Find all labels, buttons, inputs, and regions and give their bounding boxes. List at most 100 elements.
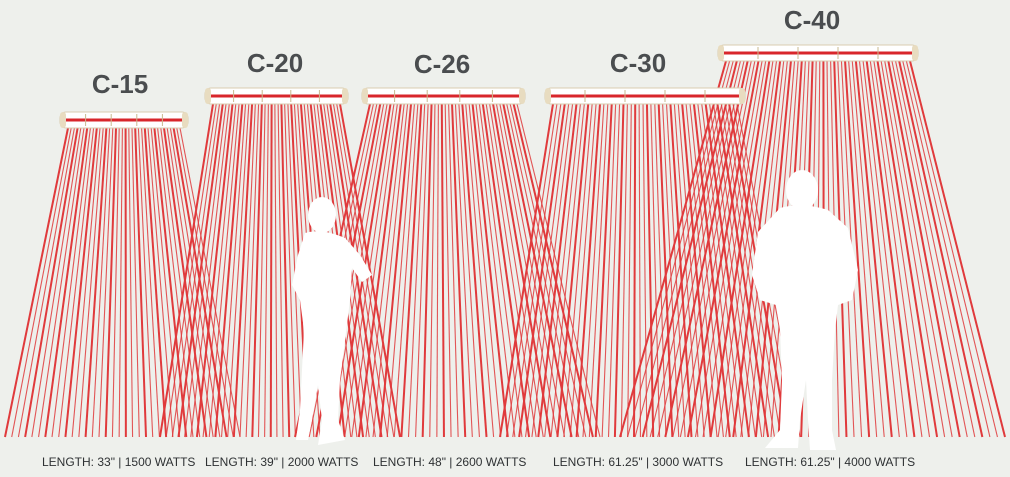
heat-ray <box>887 60 961 438</box>
heat-ray <box>702 60 767 438</box>
heat-ray <box>509 103 587 438</box>
heat-ray <box>717 60 774 438</box>
heat-ray <box>468 103 502 438</box>
heat-ray <box>131 127 140 438</box>
heat-ray <box>854 60 893 438</box>
heat-ray <box>202 103 237 438</box>
heat-ray <box>365 103 405 438</box>
heat-ray <box>51 127 91 438</box>
heat-ray <box>171 103 221 438</box>
heat-ray <box>898 60 984 438</box>
heat-ray <box>465 103 495 438</box>
heater: C-30 LENGTH: 61.25" | 3000 WATTS <box>544 48 746 469</box>
heat-ray <box>588 103 609 438</box>
heat-ray <box>251 103 263 438</box>
heat-ray <box>531 103 574 438</box>
heat-ray <box>694 60 763 438</box>
heat-ray <box>287 103 303 438</box>
heat-ray <box>518 103 566 438</box>
heat-ray <box>891 60 968 438</box>
heat-ray <box>280 103 291 438</box>
heat-ray <box>505 103 558 438</box>
heat-ray <box>692 103 731 438</box>
heat-rays <box>4 60 1006 438</box>
heat-ray <box>159 103 214 438</box>
heat-ray <box>245 103 260 438</box>
heat-ray <box>157 127 194 438</box>
heat-ray <box>544 103 581 438</box>
heat-ray <box>657 60 745 438</box>
heat-ray <box>71 127 101 438</box>
heat-ray <box>461 103 488 438</box>
heat-ray <box>160 127 201 438</box>
heat-ray <box>862 60 908 438</box>
heater-name: C-20 <box>247 48 303 78</box>
heaters: C-15 LENGTH: 33" | 1500 WATTS C-20 LENGTH: … <box>42 5 919 469</box>
heat-ray <box>421 103 433 438</box>
heat-ray <box>407 103 426 438</box>
tube-end <box>362 88 368 104</box>
heat-ray <box>214 103 244 438</box>
heat-ray <box>143 127 168 438</box>
heat-ray <box>454 103 473 438</box>
heat-ray <box>277 103 284 438</box>
tube-end <box>519 88 525 104</box>
heat-ray <box>627 103 632 438</box>
heat-ray <box>78 127 104 438</box>
heat-ray <box>851 60 885 438</box>
heat-ray <box>172 127 228 438</box>
heat-ray <box>372 103 409 438</box>
heat-ray <box>650 103 661 438</box>
heat-ray <box>613 103 625 438</box>
heat-ray <box>569 103 597 438</box>
tube-end <box>342 88 348 104</box>
heat-ray <box>594 103 613 438</box>
heat-ray <box>677 103 705 438</box>
heat-ray <box>393 103 419 438</box>
heat-ray <box>873 60 931 438</box>
heat-ray <box>485 103 537 438</box>
heat-ray <box>471 103 509 438</box>
heat-ray <box>607 103 621 438</box>
body <box>292 231 372 445</box>
heat-ray <box>415 103 429 438</box>
heat-ray <box>499 103 566 438</box>
heat-ray <box>638 103 641 438</box>
heat-ray <box>141 127 160 438</box>
heat-ray <box>179 127 241 438</box>
heat-ray <box>725 60 778 438</box>
head <box>308 197 336 233</box>
heat-ray <box>905 60 998 438</box>
heat-ray <box>150 127 181 438</box>
body <box>752 205 858 450</box>
heater-spec: LENGTH: 61.25" | 4000 WATTS <box>745 455 915 469</box>
heat-ray <box>582 103 605 438</box>
heat-ray <box>400 103 423 438</box>
heat-ray <box>444 103 452 438</box>
heat-ray <box>909 60 1006 438</box>
heat-ray <box>664 60 749 438</box>
heat-ray <box>153 127 188 438</box>
heat-ray <box>575 103 601 438</box>
heat-ray <box>379 103 413 438</box>
heat-ray <box>386 103 415 438</box>
heat-ray <box>697 103 737 438</box>
heat-ray <box>673 103 699 438</box>
heater-name: C-40 <box>784 5 840 35</box>
heat-ray <box>563 103 593 438</box>
heat-ray <box>357 103 402 438</box>
heat-ray <box>184 103 227 438</box>
heat-ray <box>84 127 108 438</box>
heat-ray <box>481 103 531 438</box>
heat-ray <box>24 127 79 438</box>
heat-ray <box>537 103 578 438</box>
heat-ray <box>269 103 273 438</box>
heat-ray <box>4 127 69 438</box>
people <box>292 170 858 450</box>
heat-ray <box>339 103 401 438</box>
heat-ray <box>165 103 217 438</box>
heat-ray <box>709 60 771 438</box>
heater-spec: LENGTH: 61.25" | 3000 WATTS <box>553 455 723 469</box>
heat-ray <box>11 127 72 438</box>
heat-ray <box>38 127 85 438</box>
